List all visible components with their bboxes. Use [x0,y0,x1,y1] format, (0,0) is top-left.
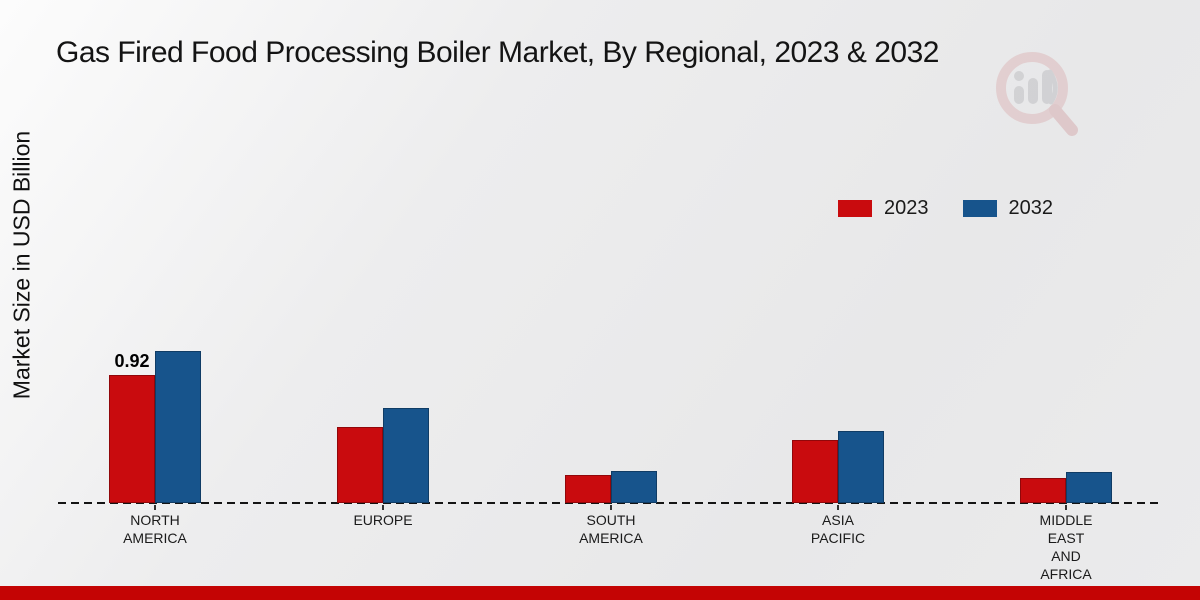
bar-2032-europe [383,408,429,503]
bar-2023-north-america [109,375,155,503]
x-axis-line [58,502,1158,504]
legend-swatch-2032 [962,200,997,217]
x-axis-label-south-america: SOUTH AMERICA [579,512,643,546]
bar-2023-middle-east-and-africa [1020,478,1066,503]
x-axis-label-asia-pacific: ASIA PACIFIC [810,512,866,546]
bar-2023-asia-pacific [792,440,838,503]
bar-2032-asia-pacific [838,431,884,503]
x-axis-tick-south-america [610,505,612,510]
bar-2032-north-america [155,351,201,503]
bar-2023-south-america [565,475,611,503]
x-axis-label-middle-east-and-africa: MIDDLE EAST AND AFRICA [1039,512,1093,582]
legend-item-2032: 2032 [962,197,1054,220]
legend-label: 2023 [884,197,929,219]
chart-title: Gas Fired Food Processing Boiler Market,… [56,36,939,69]
legend: 2023 2032 [838,197,1053,220]
x-axis-tick-middle-east-and-africa [1065,505,1067,510]
bar-2032-south-america [611,471,657,503]
footer-bar [0,586,1200,600]
bar-value-label-2023-north-america: 0.92 [114,351,150,371]
x-axis-tick-asia-pacific [837,505,839,510]
legend-item-2023: 2023 [838,197,929,220]
x-axis-label-europe: EUROPE [353,512,413,528]
legend-label: 2032 [1008,197,1054,219]
x-axis-tick-europe [382,505,384,510]
bar-2032-middle-east-and-africa [1066,472,1112,503]
legend-swatch-2023 [838,200,872,217]
x-axis-tick-north-america [154,505,156,510]
bar-2023-europe [337,427,383,503]
x-axis-label-north-america: NORTH AMERICA [123,512,187,546]
